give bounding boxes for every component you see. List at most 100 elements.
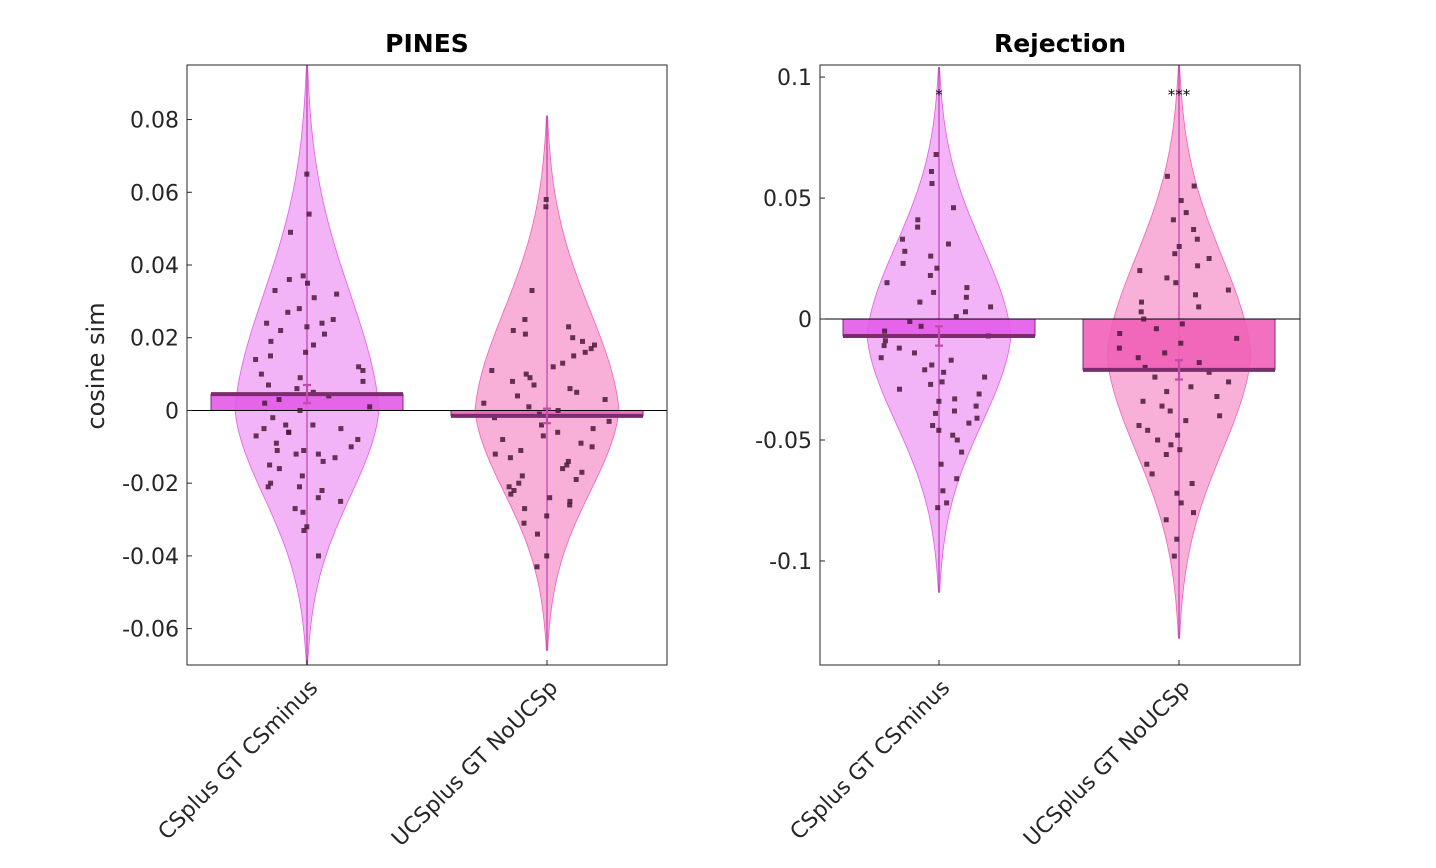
data-point bbox=[315, 495, 321, 501]
data-point bbox=[580, 338, 585, 344]
data-point bbox=[927, 273, 933, 278]
data-point bbox=[540, 433, 546, 439]
data-point bbox=[303, 349, 309, 355]
data-point bbox=[1174, 536, 1180, 542]
data-point bbox=[592, 342, 597, 348]
data-point bbox=[878, 355, 884, 361]
data-point bbox=[936, 398, 942, 404]
data-point bbox=[1164, 275, 1170, 281]
data-point bbox=[1172, 251, 1178, 257]
data-point bbox=[1159, 403, 1165, 409]
data-point bbox=[253, 433, 259, 439]
data-point bbox=[1174, 490, 1180, 496]
data-point bbox=[567, 502, 573, 508]
data-point bbox=[1226, 379, 1232, 385]
data-point bbox=[582, 349, 588, 355]
data-point bbox=[304, 171, 310, 177]
data-point bbox=[606, 418, 612, 424]
data-point bbox=[506, 484, 512, 490]
data-point bbox=[268, 480, 274, 486]
data-point bbox=[922, 367, 928, 373]
data-point bbox=[543, 204, 549, 210]
data-point bbox=[1170, 217, 1176, 223]
data-point bbox=[320, 458, 326, 464]
data-point bbox=[310, 422, 316, 428]
data-point bbox=[952, 396, 958, 402]
data-point bbox=[959, 449, 965, 455]
data-point bbox=[1135, 355, 1141, 361]
data-point bbox=[288, 229, 293, 235]
data-point bbox=[270, 415, 276, 421]
data-point bbox=[253, 357, 259, 362]
data-point bbox=[531, 382, 537, 388]
data-point bbox=[360, 378, 366, 384]
data-point bbox=[544, 553, 550, 559]
data-point bbox=[338, 426, 344, 432]
data-point bbox=[481, 400, 487, 406]
data-point bbox=[355, 437, 361, 442]
data-point bbox=[974, 415, 980, 421]
data-point bbox=[929, 362, 935, 368]
y-axis: -0.1 -0.05 0 0.05 0.1 bbox=[755, 66, 825, 575]
data-point bbox=[966, 420, 972, 426]
data-point bbox=[1193, 292, 1198, 298]
data-point bbox=[262, 400, 268, 406]
data-point bbox=[1188, 384, 1194, 390]
y-tick-label: 0 bbox=[798, 308, 812, 333]
data-point bbox=[939, 379, 945, 385]
y-tick-label: -0.05 bbox=[755, 429, 812, 454]
data-point bbox=[915, 224, 921, 230]
data-point bbox=[301, 448, 307, 453]
data-point bbox=[534, 564, 540, 570]
data-point bbox=[589, 444, 595, 450]
data-point bbox=[1225, 287, 1231, 293]
data-point bbox=[1136, 423, 1142, 428]
y-tick-label: -0.02 bbox=[122, 472, 179, 497]
data-point bbox=[881, 343, 887, 349]
data-point bbox=[590, 426, 596, 432]
data-point bbox=[948, 357, 954, 363]
data-point bbox=[1152, 374, 1158, 380]
data-point bbox=[936, 427, 942, 433]
data-point bbox=[322, 331, 327, 337]
data-point bbox=[539, 422, 544, 428]
data-point bbox=[297, 375, 303, 381]
data-point bbox=[300, 509, 306, 515]
data-point bbox=[1155, 437, 1161, 443]
data-point bbox=[1234, 335, 1240, 341]
data-point bbox=[1178, 198, 1184, 203]
data-point bbox=[1141, 316, 1147, 322]
data-point bbox=[944, 500, 950, 506]
data-point bbox=[527, 375, 533, 381]
y-axis-label: cosine sim bbox=[82, 302, 110, 429]
data-point bbox=[912, 350, 917, 356]
data-point bbox=[935, 505, 941, 511]
data-point bbox=[560, 466, 566, 472]
data-point bbox=[360, 368, 366, 373]
data-point bbox=[266, 382, 271, 388]
y-axis: -0.06 -0.04 -0.02 0 0.02 0.04 0.06 0.08 bbox=[122, 109, 192, 643]
data-point bbox=[523, 371, 529, 377]
data-point bbox=[884, 280, 890, 286]
data-point bbox=[1145, 427, 1151, 433]
data-point bbox=[1173, 280, 1179, 286]
data-point bbox=[311, 342, 316, 348]
data-point bbox=[522, 317, 528, 322]
data-point bbox=[976, 391, 982, 397]
data-point bbox=[543, 197, 549, 202]
data-point bbox=[300, 273, 306, 279]
data-point bbox=[550, 364, 556, 370]
data-point bbox=[265, 484, 271, 490]
data-point bbox=[319, 488, 325, 493]
plot-content: * *** bbox=[820, 65, 1300, 639]
axes-box bbox=[186, 64, 668, 666]
data-point bbox=[511, 488, 517, 493]
data-point bbox=[567, 386, 573, 392]
data-point bbox=[367, 404, 373, 410]
data-point bbox=[1140, 398, 1146, 404]
data-point bbox=[301, 528, 307, 533]
data-point bbox=[330, 317, 336, 322]
data-point bbox=[933, 152, 939, 157]
data-point bbox=[1168, 442, 1174, 448]
